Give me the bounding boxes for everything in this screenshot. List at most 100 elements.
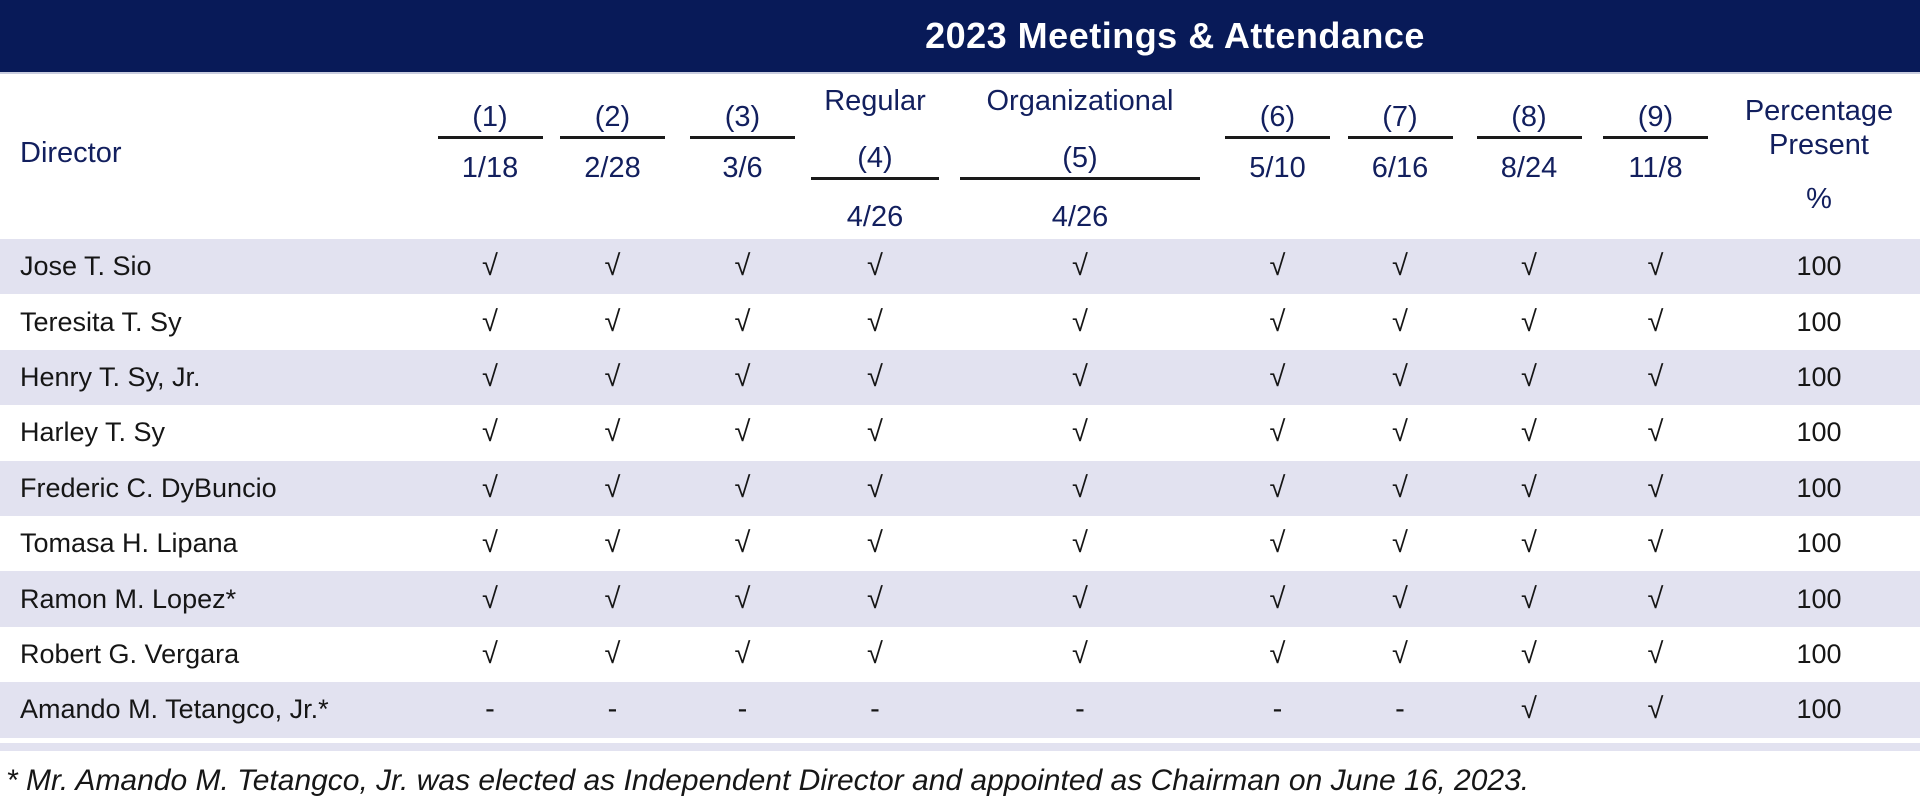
meeting-date: 1/18 [461, 152, 519, 184]
attendance-cell: √ [1220, 571, 1335, 626]
attendance-mark: √ [734, 305, 751, 338]
percentage-cell: 100 [1718, 350, 1920, 405]
attendance-mark: - [485, 693, 495, 726]
meeting-number: (4) [811, 143, 939, 180]
attendance-mark: √ [1392, 582, 1408, 615]
attendance-cell: √ [940, 516, 1220, 571]
attendance-cell: √ [810, 516, 940, 571]
meeting-column-header-m8: (8) 8/24 [1465, 74, 1593, 239]
attendance-mark: √ [734, 582, 751, 615]
attendance-cell: √ [940, 405, 1220, 460]
meeting-date: 11/8 [1628, 152, 1683, 184]
attendance-mark: √ [604, 416, 621, 449]
attendance-mark: √ [1521, 360, 1537, 393]
attendance-cell: - [675, 682, 810, 737]
attendance-cell: √ [550, 350, 675, 405]
attendance-cell: √ [1335, 627, 1465, 682]
attendance-cell: √ [550, 571, 675, 626]
meeting-date: 8/24 [1500, 152, 1558, 184]
percentage-column-header: Percentage Present% [1718, 74, 1920, 239]
attendance-cell: √ [1335, 405, 1465, 460]
attendance-mark: √ [1647, 582, 1664, 615]
director-name-cell: Ramon M. Lopez* [20, 583, 237, 614]
meeting-date: 4/26 [846, 201, 904, 233]
percentage-cell: 100 [1718, 461, 1920, 516]
attendance-cell: √ [430, 516, 550, 571]
attendance-mark: √ [1269, 305, 1286, 338]
attendance-mark: √ [1392, 305, 1408, 338]
director-name-cell: Frederic C. DyBuncio [20, 472, 277, 503]
attendance-cell: √ [430, 239, 550, 294]
attendance-mark: √ [604, 305, 621, 338]
attendance-cell: √ [940, 627, 1220, 682]
attendance-mark: √ [482, 471, 498, 504]
attendance-cell: - [1335, 682, 1465, 737]
meeting-column-header-m4: Regular (4) 4/26 [810, 74, 940, 239]
percentage-column-label: Percentage Present [1744, 95, 1894, 161]
director-name-cell: Harley T. Sy [20, 417, 166, 448]
attendance-mark: √ [482, 360, 498, 393]
attendance-cell: √ [1220, 627, 1335, 682]
attendance-mark: √ [1521, 693, 1537, 726]
attendance-mark: - [1395, 693, 1405, 726]
attendance-mark: √ [1072, 582, 1088, 615]
attendance-mark: √ [867, 360, 883, 393]
attendance-cell: √ [1465, 516, 1593, 571]
attendance-mark: - [607, 693, 618, 726]
attendance-cell: √ [550, 516, 675, 571]
meeting-number: (8) [1476, 102, 1582, 139]
attendance-cell: √ [1220, 405, 1335, 460]
attendance-mark: √ [867, 637, 883, 670]
attendance-mark: √ [1269, 416, 1286, 449]
attendance-mark: √ [1521, 637, 1537, 670]
meeting-date: 2/28 [584, 152, 641, 184]
attendance-cell: √ [1220, 239, 1335, 294]
attendance-cell: √ [1465, 627, 1593, 682]
attendance-cell: √ [1220, 461, 1335, 516]
title-band: 2023 Meetings & Attendance [0, 0, 1920, 74]
attendance-cell: √ [1465, 405, 1593, 460]
attendance-cell: √ [1465, 350, 1593, 405]
meeting-column-header-m6: (6) 5/10 [1220, 74, 1335, 239]
attendance-cell: √ [1593, 682, 1718, 737]
attendance-mark: √ [1647, 527, 1664, 560]
percentage-value: 100 [1796, 583, 1842, 614]
attendance-cell: √ [1335, 239, 1465, 294]
table-row: Tomasa H. Lipana √ √ √ √ √ √ √ √ √ 100 [0, 516, 1920, 571]
attendance-mark: √ [1072, 637, 1088, 670]
attendance-cell: √ [675, 516, 810, 571]
attendance-cell: √ [1335, 350, 1465, 405]
attendance-mark: √ [1269, 471, 1286, 504]
attendance-cell: - [550, 682, 675, 737]
director-name-cell: Teresita T. Sy [20, 306, 182, 337]
attendance-mark: √ [734, 360, 751, 393]
attendance-mark: √ [482, 527, 498, 560]
table-row: Jose T. Sio √ √ √ √ √ √ √ √ √ 100 [0, 239, 1920, 295]
attendance-mark: √ [1392, 250, 1408, 283]
attendance-cell: √ [810, 239, 940, 294]
attendance-cell: √ [675, 571, 810, 626]
percentage-value: 100 [1796, 417, 1842, 448]
attendance-mark: √ [1392, 637, 1408, 670]
percentage-cell: 100 [1718, 239, 1920, 294]
attendance-mark: √ [1647, 360, 1664, 393]
meeting-number: (2) [560, 102, 665, 139]
meeting-column-header-m1: (1) 1/18 [430, 74, 550, 239]
attendance-mark: √ [604, 582, 621, 615]
attendance-cell: √ [1220, 516, 1335, 571]
attendance-cell: √ [550, 627, 675, 682]
attendance-mark: √ [1269, 637, 1286, 670]
attendance-mark: √ [734, 637, 751, 670]
attendance-cell: √ [675, 239, 810, 294]
attendance-cell: √ [1335, 461, 1465, 516]
attendance-mark: - [1272, 693, 1283, 726]
attendance-cell: √ [1593, 627, 1718, 682]
meeting-date: 4/26 [1051, 201, 1109, 233]
meeting-number: (3) [690, 102, 795, 139]
attendance-mark: √ [1647, 250, 1664, 283]
attendance-mark: √ [1647, 693, 1664, 726]
percentage-cell: 100 [1718, 405, 1920, 460]
attendance-mark: √ [867, 582, 883, 615]
attendance-cell: √ [675, 461, 810, 516]
